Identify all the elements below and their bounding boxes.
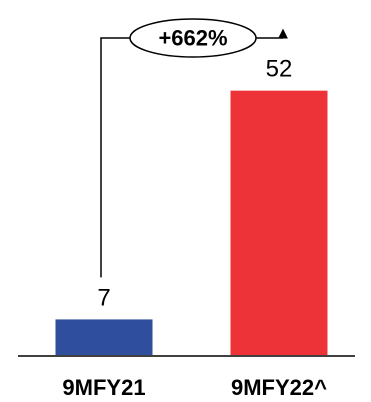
- growth-label: +662%: [158, 26, 227, 51]
- category-label-9MFY21: 9MFY21: [62, 375, 145, 400]
- value-labels-group: 7 52: [97, 56, 292, 312]
- bar-9MFY22^: [230, 90, 328, 356]
- bar-9MFY21: [55, 319, 153, 355]
- value-label-9MFY22^: 52: [266, 56, 293, 83]
- growth-ellipse: [129, 18, 257, 58]
- growth-annotation: +662%: [100, 18, 288, 278]
- bars-group: [55, 90, 328, 356]
- value-label-9MFY21: 7: [97, 284, 110, 311]
- category-labels-group: 9MFY21 9MFY22^: [62, 375, 327, 400]
- category-label-9MFY22^: 9MFY22^: [231, 375, 327, 400]
